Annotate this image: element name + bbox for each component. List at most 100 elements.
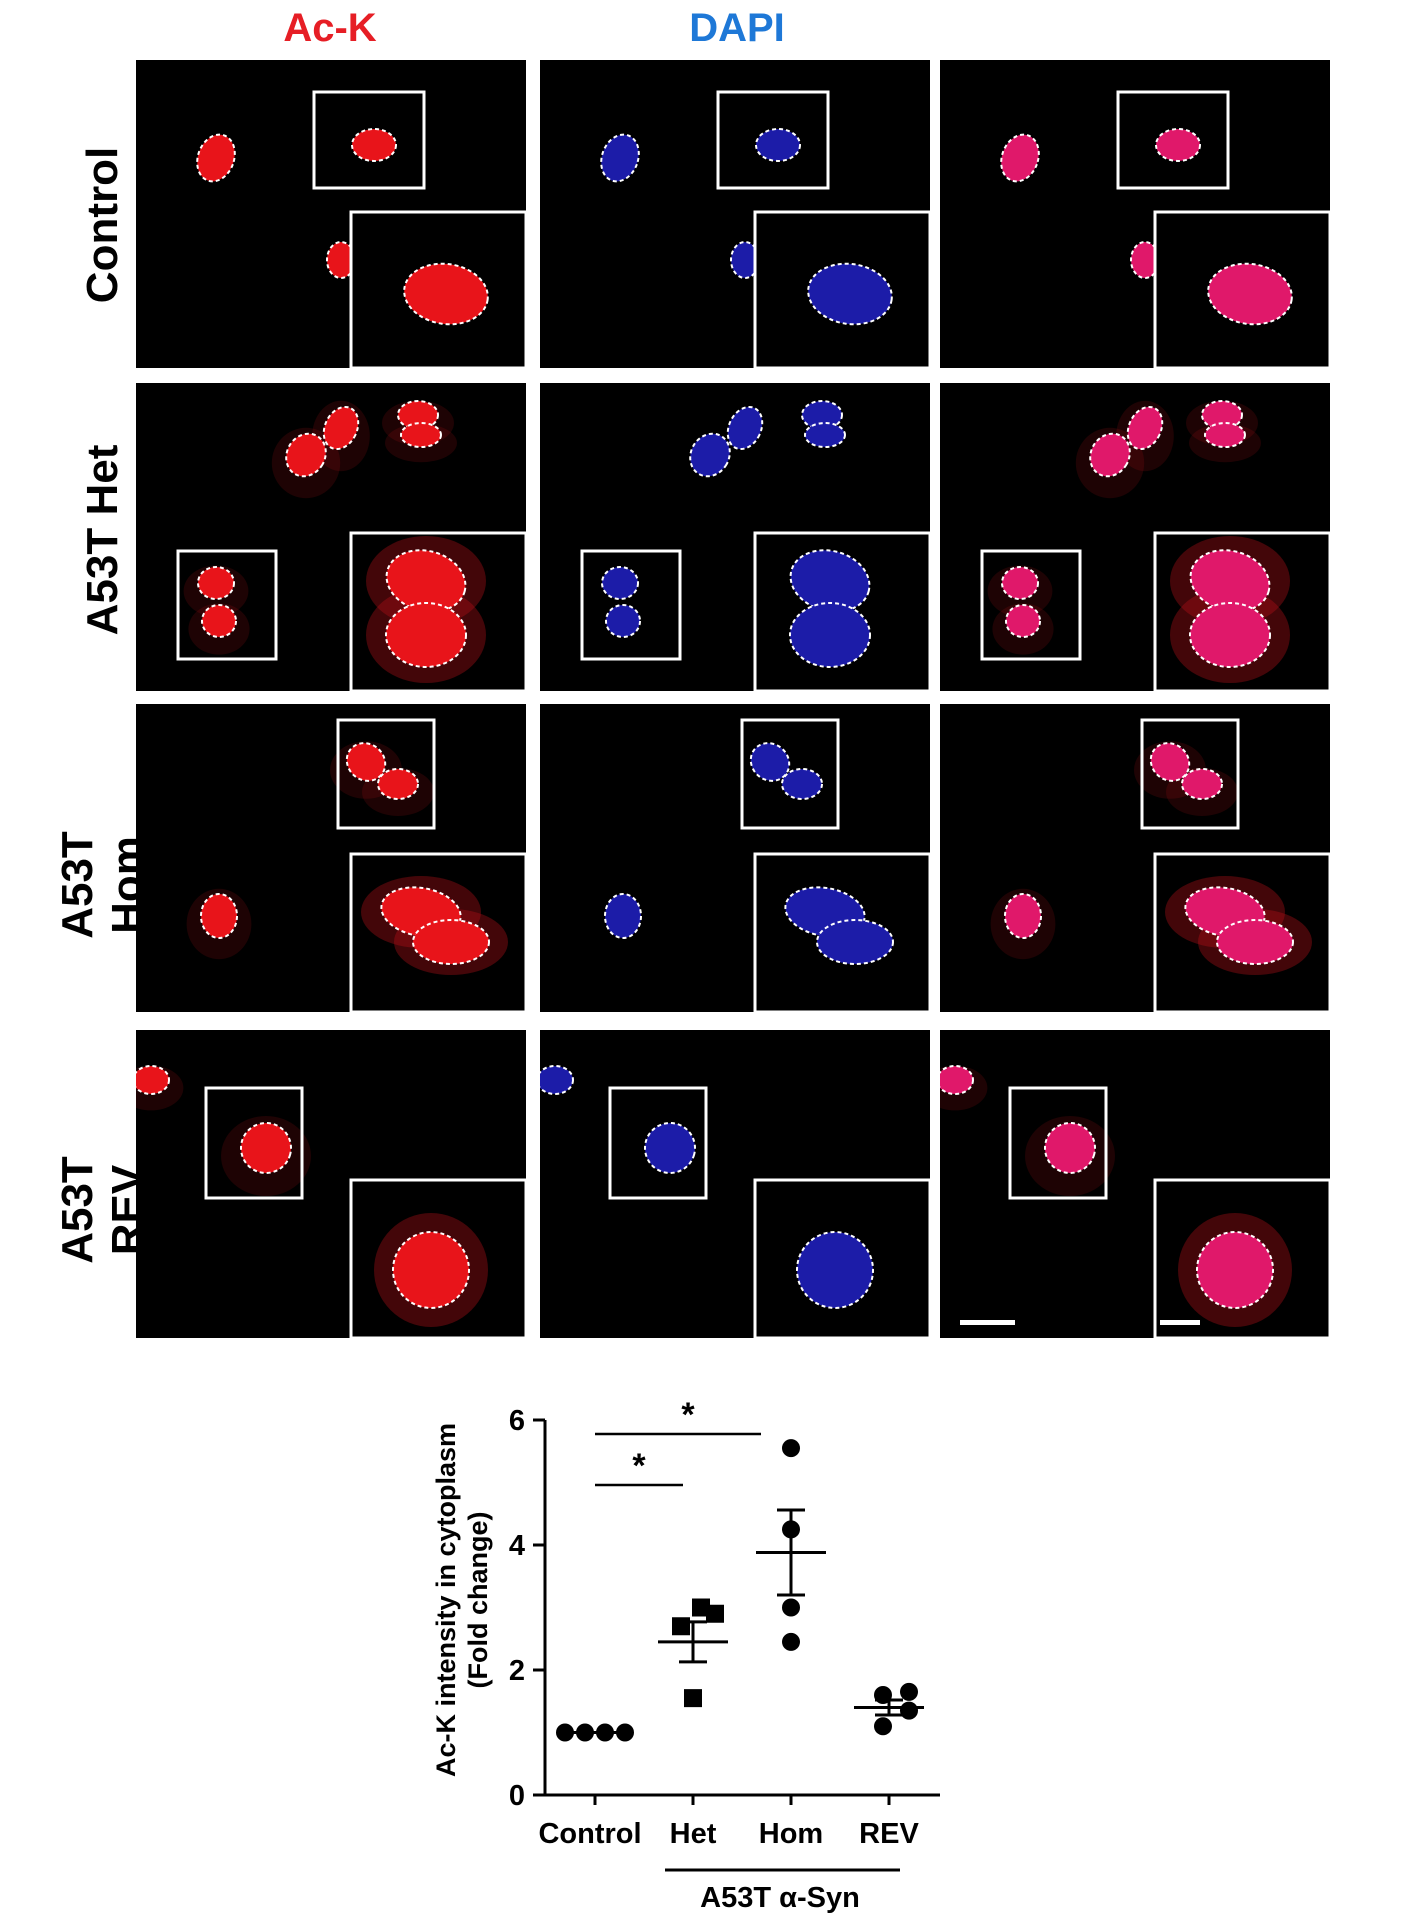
significance-star: * (681, 1396, 695, 1434)
x-tick-label: REV (859, 1818, 919, 1850)
y-tick-label: 0 (509, 1780, 525, 1812)
nucleus-outline (392, 1231, 470, 1309)
micrograph-control-merge (940, 60, 1330, 368)
nucleus-outline (377, 768, 419, 800)
data-point-square (672, 1617, 690, 1636)
x-tick-label: Hom (759, 1818, 823, 1850)
nucleus-outline (201, 604, 237, 638)
nucleus-outline (801, 400, 843, 430)
nucleus-outline (601, 566, 639, 600)
micrograph-rev-dapi (540, 1030, 930, 1338)
data-point-circle (782, 1598, 800, 1617)
nucleus-outline (804, 422, 846, 448)
nucleus-outline (397, 400, 439, 430)
micrograph-het-merge (940, 383, 1330, 691)
micrograph-hom-ack (136, 704, 526, 1012)
data-point-circle (782, 1520, 800, 1539)
nucleus-outline (781, 768, 823, 800)
nucleus-outline (136, 1065, 170, 1095)
zoom-region-box (204, 1086, 304, 1200)
nucleus-outline (1204, 422, 1246, 448)
y-tick-label: 4 (509, 1530, 525, 1562)
nucleus-outline (1216, 919, 1294, 965)
nucleus-outline (1089, 432, 1131, 478)
x-tick-label: Control (538, 1818, 641, 1850)
nucleus-outline (1000, 133, 1040, 183)
zoom-region-box (716, 90, 830, 190)
nucleus-outline (400, 422, 442, 448)
nucleus-outline (605, 604, 641, 638)
micrograph-control-dapi (540, 60, 930, 368)
nucleus-outline (240, 1122, 292, 1174)
data-point-circle (576, 1723, 594, 1742)
nucleus-outline (1001, 566, 1039, 600)
data-point-circle (556, 1723, 574, 1742)
y-axis-label-sub: (Fold change) (463, 1512, 493, 1689)
data-point-square (706, 1604, 724, 1623)
column-header-ack: Ac-K (283, 6, 377, 50)
zoom-region-box (740, 718, 840, 830)
zoom-region-box (608, 1086, 708, 1200)
zoom-region-box (580, 549, 682, 661)
scale-bar (1160, 1320, 1200, 1325)
nucleus-outline (1201, 400, 1243, 430)
nucleus-outline (403, 262, 489, 326)
nucleus-outline (604, 893, 642, 939)
data-point-square (692, 1598, 710, 1617)
nucleus-outline (816, 919, 894, 965)
nucleus-outline (940, 1065, 974, 1095)
nucleus-outline (755, 128, 801, 162)
nucleus-outline (540, 1065, 574, 1095)
y-tick-label: 6 (509, 1405, 525, 1437)
nucleus-outline (689, 432, 731, 478)
group-label: A53T α-Syn (700, 1882, 860, 1914)
nucleus-outline (412, 919, 490, 965)
nucleus-outline (789, 549, 871, 613)
nucleus-outline (322, 405, 360, 451)
micrograph-rev-merge (940, 1030, 1330, 1338)
nucleus-outline (1189, 549, 1271, 613)
nucleus-outline (385, 602, 467, 668)
nucleus-outline (196, 133, 236, 183)
zoom-region-box (980, 549, 1082, 661)
chart-marks: ** (556, 1396, 924, 1742)
column-header-dapi: DAPI (689, 6, 785, 50)
significance-star: * (632, 1447, 646, 1485)
scale-bar (960, 1320, 1015, 1325)
data-point-circle (900, 1701, 918, 1720)
nucleus-outline (1207, 262, 1293, 326)
nucleus-outline (1005, 604, 1041, 638)
data-point-circle (874, 1717, 892, 1736)
nucleus-outline (285, 432, 327, 478)
micrograph-control-ack (136, 60, 526, 368)
nucleus-outline (351, 128, 397, 162)
zoom-region-box (176, 549, 278, 661)
data-point-circle (900, 1682, 918, 1701)
y-axis-label: Ac-K intensity in cytoplasm (431, 1423, 461, 1777)
data-point-circle (782, 1632, 800, 1651)
nucleus-outline (1004, 893, 1042, 939)
nucleus-outline (1189, 602, 1271, 668)
nucleus-outline (1155, 128, 1201, 162)
micrograph-hom-dapi (540, 704, 930, 1012)
data-point-circle (596, 1723, 614, 1742)
nucleus-outline (1126, 405, 1164, 451)
data-point-circle (782, 1439, 800, 1458)
data-point-circle (616, 1723, 634, 1742)
nucleus-outline (197, 566, 235, 600)
data-point-circle (874, 1686, 892, 1704)
nucleus-outline (1044, 1122, 1096, 1174)
nucleus-outline (1196, 1231, 1274, 1309)
x-tick-label: Het (670, 1818, 717, 1850)
nucleus-outline (807, 262, 893, 326)
micrograph-het-dapi (540, 383, 930, 691)
micrograph-het-ack (136, 383, 526, 691)
zoom-region-box (336, 718, 436, 830)
nucleus-outline (600, 133, 640, 183)
zoom-region-box (312, 90, 426, 190)
nucleus-outline (200, 893, 238, 939)
zoom-region-box (1140, 718, 1240, 830)
data-point-square (684, 1689, 702, 1708)
nucleus-outline (796, 1231, 874, 1309)
row-label-a53t-het: A53T Het (78, 444, 127, 636)
